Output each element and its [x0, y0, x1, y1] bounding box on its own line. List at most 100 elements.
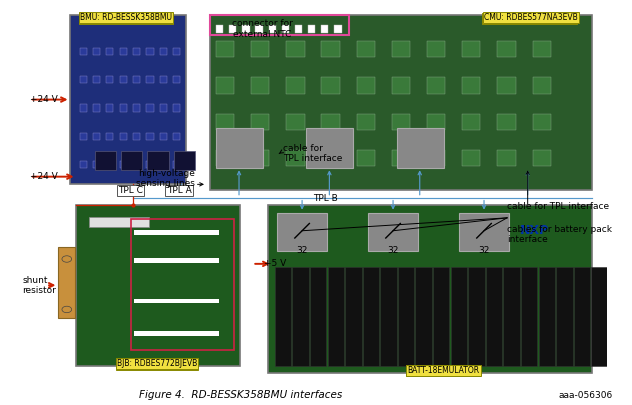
- Bar: [286, 77, 305, 94]
- Bar: [131, 219, 234, 350]
- Bar: [106, 76, 114, 83]
- Bar: [159, 76, 167, 83]
- Bar: [216, 25, 223, 33]
- Bar: [119, 104, 127, 112]
- Bar: [76, 205, 240, 366]
- Bar: [321, 25, 329, 33]
- Bar: [133, 48, 140, 55]
- Bar: [134, 258, 219, 263]
- Bar: [392, 41, 410, 57]
- Bar: [286, 41, 305, 57]
- Bar: [462, 41, 480, 57]
- Bar: [462, 77, 480, 94]
- Bar: [497, 41, 516, 57]
- Text: BATT-18EMULATOR: BATT-18EMULATOR: [408, 366, 480, 375]
- Bar: [356, 41, 375, 57]
- Text: 32: 32: [387, 245, 399, 255]
- Bar: [210, 15, 592, 190]
- Bar: [173, 161, 180, 168]
- Bar: [173, 76, 180, 83]
- Bar: [322, 114, 339, 130]
- Bar: [159, 133, 167, 140]
- Bar: [392, 114, 410, 130]
- Bar: [174, 151, 195, 170]
- Bar: [398, 267, 415, 366]
- Bar: [295, 25, 302, 33]
- Bar: [521, 267, 537, 366]
- Bar: [93, 161, 100, 168]
- Text: high-voltage
sensing lines: high-voltage sensing lines: [136, 168, 195, 188]
- Bar: [80, 161, 87, 168]
- Bar: [308, 25, 315, 33]
- Bar: [433, 267, 449, 366]
- Bar: [173, 133, 180, 140]
- Bar: [322, 41, 339, 57]
- Bar: [251, 41, 269, 57]
- Bar: [334, 25, 341, 33]
- Text: shunt
resistor: shunt resistor: [23, 275, 56, 295]
- Bar: [58, 247, 75, 318]
- Bar: [216, 114, 234, 130]
- Bar: [134, 331, 219, 336]
- Text: +24 V: +24 V: [30, 95, 58, 104]
- Bar: [106, 133, 114, 140]
- Text: 32: 32: [478, 245, 490, 255]
- Bar: [275, 267, 291, 366]
- Bar: [538, 267, 555, 366]
- Bar: [497, 150, 516, 166]
- Text: cable for TPL interface: cable for TPL interface: [507, 202, 609, 211]
- Text: BATT-18EMULATOR: BATT-18EMULATOR: [408, 366, 480, 375]
- Bar: [133, 76, 140, 83]
- Bar: [397, 128, 444, 168]
- Bar: [146, 161, 154, 168]
- Bar: [269, 25, 276, 33]
- Bar: [368, 213, 418, 251]
- Bar: [427, 77, 445, 94]
- Bar: [147, 151, 169, 170]
- Bar: [119, 161, 127, 168]
- Bar: [356, 114, 375, 130]
- Bar: [106, 48, 114, 55]
- Bar: [146, 48, 154, 55]
- Bar: [327, 267, 344, 366]
- Text: TPL C: TPL C: [118, 186, 143, 195]
- Bar: [70, 15, 186, 184]
- Bar: [533, 77, 550, 94]
- Text: CMU: RDBES577NA3EVB: CMU: RDBES577NA3EVB: [483, 14, 576, 23]
- Bar: [95, 151, 116, 170]
- Text: NXP: NXP: [520, 224, 549, 237]
- Bar: [533, 41, 550, 57]
- Text: Figure 4.  RD-BESSK358BMU interfaces: Figure 4. RD-BESSK358BMU interfaces: [138, 390, 342, 400]
- Bar: [216, 128, 264, 168]
- Bar: [119, 76, 127, 83]
- Bar: [497, 114, 516, 130]
- Bar: [468, 267, 485, 366]
- Bar: [427, 150, 445, 166]
- Text: BMU: RD-BESSK358BMU: BMU: RD-BESSK358BMU: [80, 14, 173, 23]
- Bar: [119, 48, 127, 55]
- Bar: [159, 161, 167, 168]
- Bar: [93, 48, 100, 55]
- Bar: [392, 77, 410, 94]
- Text: connector for
external NTC: connector for external NTC: [232, 19, 293, 38]
- Bar: [363, 267, 379, 366]
- Bar: [216, 150, 234, 166]
- Bar: [216, 77, 234, 94]
- Bar: [159, 48, 167, 55]
- Bar: [380, 267, 397, 366]
- Bar: [121, 151, 142, 170]
- Text: BMU: RD-BESSK358BMU: BMU: RD-BESSK358BMU: [80, 13, 173, 22]
- Circle shape: [62, 256, 71, 262]
- Bar: [392, 150, 410, 166]
- Bar: [146, 104, 154, 112]
- Bar: [427, 41, 445, 57]
- Bar: [93, 104, 100, 112]
- Text: TPL A: TPL A: [167, 186, 191, 195]
- Bar: [310, 267, 326, 366]
- Bar: [134, 230, 219, 235]
- Text: 32: 32: [296, 245, 308, 255]
- Bar: [286, 114, 305, 130]
- Bar: [277, 213, 327, 251]
- Bar: [133, 161, 140, 168]
- Bar: [93, 133, 100, 140]
